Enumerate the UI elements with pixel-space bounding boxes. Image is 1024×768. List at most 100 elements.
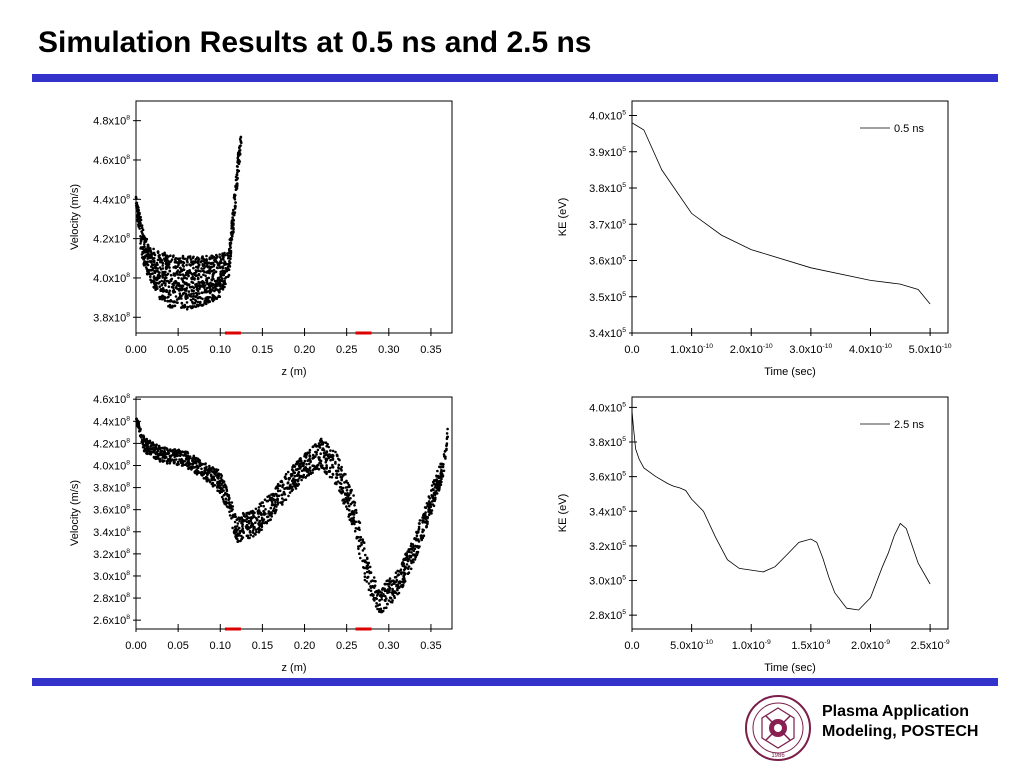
data-point bbox=[152, 276, 156, 279]
data-point bbox=[411, 560, 415, 564]
data-point bbox=[253, 532, 256, 535]
data-point bbox=[245, 523, 249, 527]
data-point bbox=[217, 264, 221, 267]
data-point bbox=[192, 289, 195, 293]
data-point bbox=[203, 470, 207, 474]
y-tick-label: 4.6x108 bbox=[93, 393, 130, 406]
data-point bbox=[150, 447, 154, 451]
data-point bbox=[345, 489, 349, 492]
data-point bbox=[237, 159, 240, 163]
y-axis-label: Velocity (m/s) bbox=[69, 480, 81, 546]
x-tick-label: 2.0x10-10 bbox=[730, 343, 773, 356]
data-point bbox=[220, 482, 223, 486]
data-point bbox=[291, 485, 294, 489]
data-point bbox=[406, 550, 410, 553]
data-point bbox=[238, 526, 241, 530]
data-point bbox=[143, 260, 146, 264]
data-point bbox=[162, 297, 166, 300]
data-point bbox=[445, 436, 449, 439]
data-point bbox=[231, 508, 234, 511]
data-point bbox=[433, 493, 436, 496]
data-point bbox=[216, 276, 220, 280]
data-point bbox=[209, 290, 213, 294]
data-point bbox=[199, 275, 203, 279]
data-point bbox=[141, 446, 145, 449]
data-point bbox=[193, 260, 197, 263]
data-point bbox=[273, 503, 277, 506]
data-point bbox=[293, 480, 297, 484]
data-point bbox=[399, 571, 403, 575]
data-point bbox=[233, 520, 237, 524]
data-point bbox=[394, 571, 398, 574]
data-point bbox=[180, 288, 183, 292]
data-point bbox=[412, 549, 416, 553]
data-point bbox=[230, 221, 233, 225]
data-point bbox=[237, 162, 241, 166]
data-point bbox=[330, 476, 334, 479]
data-point bbox=[337, 467, 341, 470]
data-point bbox=[323, 454, 326, 457]
data-point bbox=[228, 243, 232, 246]
data-point bbox=[180, 297, 183, 300]
data-point bbox=[424, 511, 427, 514]
data-point bbox=[214, 282, 218, 286]
data-point bbox=[227, 256, 230, 260]
data-point bbox=[440, 477, 443, 481]
data-point bbox=[218, 266, 222, 270]
data-point bbox=[221, 256, 225, 260]
data-point bbox=[153, 446, 156, 449]
data-point bbox=[442, 453, 446, 456]
data-point bbox=[236, 534, 239, 538]
data-point bbox=[263, 513, 266, 516]
data-point bbox=[260, 525, 264, 528]
data-point bbox=[169, 273, 173, 277]
data-point bbox=[337, 463, 341, 467]
data-point bbox=[139, 435, 143, 439]
data-point bbox=[360, 543, 363, 546]
data-point bbox=[251, 531, 254, 534]
data-point bbox=[228, 504, 232, 508]
data-point bbox=[141, 232, 144, 235]
data-point bbox=[201, 269, 205, 273]
data-point bbox=[142, 257, 146, 261]
data-point bbox=[220, 279, 224, 282]
data-point bbox=[343, 481, 346, 484]
data-point bbox=[377, 608, 381, 611]
data-point bbox=[281, 493, 284, 497]
data-point bbox=[358, 528, 361, 531]
data-point bbox=[229, 238, 232, 241]
data-point bbox=[149, 268, 153, 272]
data-point bbox=[353, 504, 356, 507]
data-point bbox=[337, 457, 340, 461]
data-point bbox=[293, 474, 297, 478]
data-point bbox=[173, 304, 176, 308]
data-point bbox=[202, 477, 206, 480]
y-tick-label: 3.7x105 bbox=[589, 218, 626, 231]
data-point bbox=[196, 289, 200, 293]
data-point bbox=[334, 481, 338, 484]
data-point bbox=[237, 152, 240, 156]
data-point bbox=[221, 270, 225, 274]
data-point bbox=[174, 279, 177, 283]
data-point bbox=[207, 286, 211, 289]
data-point bbox=[254, 521, 257, 524]
data-point bbox=[135, 421, 139, 425]
data-point bbox=[209, 287, 212, 291]
data-point bbox=[150, 253, 154, 256]
data-point bbox=[284, 472, 288, 476]
y-tick-label: 3.2x108 bbox=[93, 548, 130, 561]
data-point bbox=[201, 291, 204, 295]
y-tick-label: 4.0x108 bbox=[93, 272, 130, 285]
data-point bbox=[435, 489, 438, 492]
data-point bbox=[446, 427, 449, 431]
data-point bbox=[181, 463, 185, 467]
data-point bbox=[165, 259, 168, 262]
data-point bbox=[264, 508, 267, 511]
data-point bbox=[359, 556, 362, 560]
data-point bbox=[187, 274, 190, 278]
data-point bbox=[361, 549, 365, 552]
data-point bbox=[196, 465, 200, 469]
data-point bbox=[158, 297, 162, 301]
data-point bbox=[195, 282, 198, 286]
data-point bbox=[181, 254, 185, 258]
